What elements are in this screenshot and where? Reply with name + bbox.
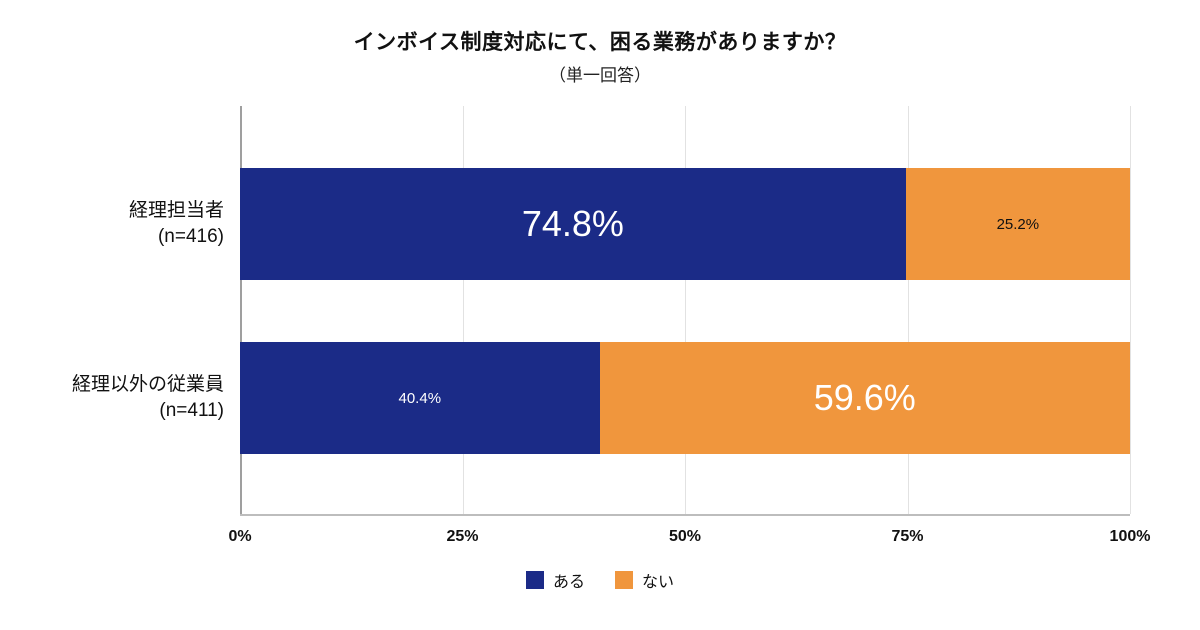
x-tick-label: 25% — [446, 528, 479, 545]
x-tick-label: 0% — [228, 528, 252, 545]
legend-item: ない — [615, 568, 674, 592]
x-axis: 0% 25% 50% 75% 100% — [228, 526, 1150, 550]
bar-segment-ある: 40.4% — [240, 342, 600, 454]
legend-swatch — [525, 571, 544, 589]
legend-label: ある — [552, 574, 585, 591]
bar-segment-ない: 59.6% — [599, 342, 1130, 454]
category-label: 経理担当者 (n=416) — [0, 198, 240, 249]
bar-chart: 経理担当者 (n=416) 74.8% 25.2% 経理以外の従業員 (n=411) 40.… — [0, 106, 1131, 516]
chart-rows: 経理担当者 (n=416) 74.8% 25.2% 経理以外の従業員 (n=411) 40.… — [0, 106, 1130, 516]
category-label-line: (n=416) — [157, 226, 224, 247]
stacked-bar: 40.4% 59.6% — [240, 342, 1130, 454]
plot-area — [240, 106, 1131, 516]
chart-title: インボイス制度対応にて、困る業務がありますか？ — [353, 31, 847, 54]
gridline — [685, 106, 686, 514]
gridline — [1130, 106, 1131, 514]
stacked-bar: 74.8% 25.2% — [240, 168, 1130, 280]
chart-subtitle: （単一回答） — [549, 66, 651, 85]
category-label-line: 経理以外の従業員 — [71, 374, 224, 396]
legend-label: ない — [642, 574, 675, 591]
chart-row: 経理担当者 (n=416) 74.8% 25.2% — [0, 168, 1130, 280]
y-axis-line — [240, 106, 242, 514]
x-tick-label: 50% — [668, 528, 702, 545]
legend-item: ある — [525, 568, 585, 592]
chart-row: 経理以外の従業員 (n=411) 40.4% 59.6% — [0, 342, 1130, 454]
gridline — [462, 106, 464, 514]
bar-segment-ある: 74.8% — [240, 168, 906, 280]
x-tick-label: 100% — [1109, 528, 1151, 545]
category-label-line: 経理担当者 — [128, 200, 224, 222]
x-tick-label: 75% — [891, 528, 924, 545]
legend-swatch — [615, 571, 633, 589]
legend: ある ない — [0, 568, 1200, 592]
category-label: 経理以外の従業員 (n=411) — [0, 372, 240, 423]
category-label-line: (n=411) — [159, 400, 224, 421]
bar-segment-ない: 25.2% — [905, 168, 1130, 280]
gridline — [907, 106, 909, 514]
